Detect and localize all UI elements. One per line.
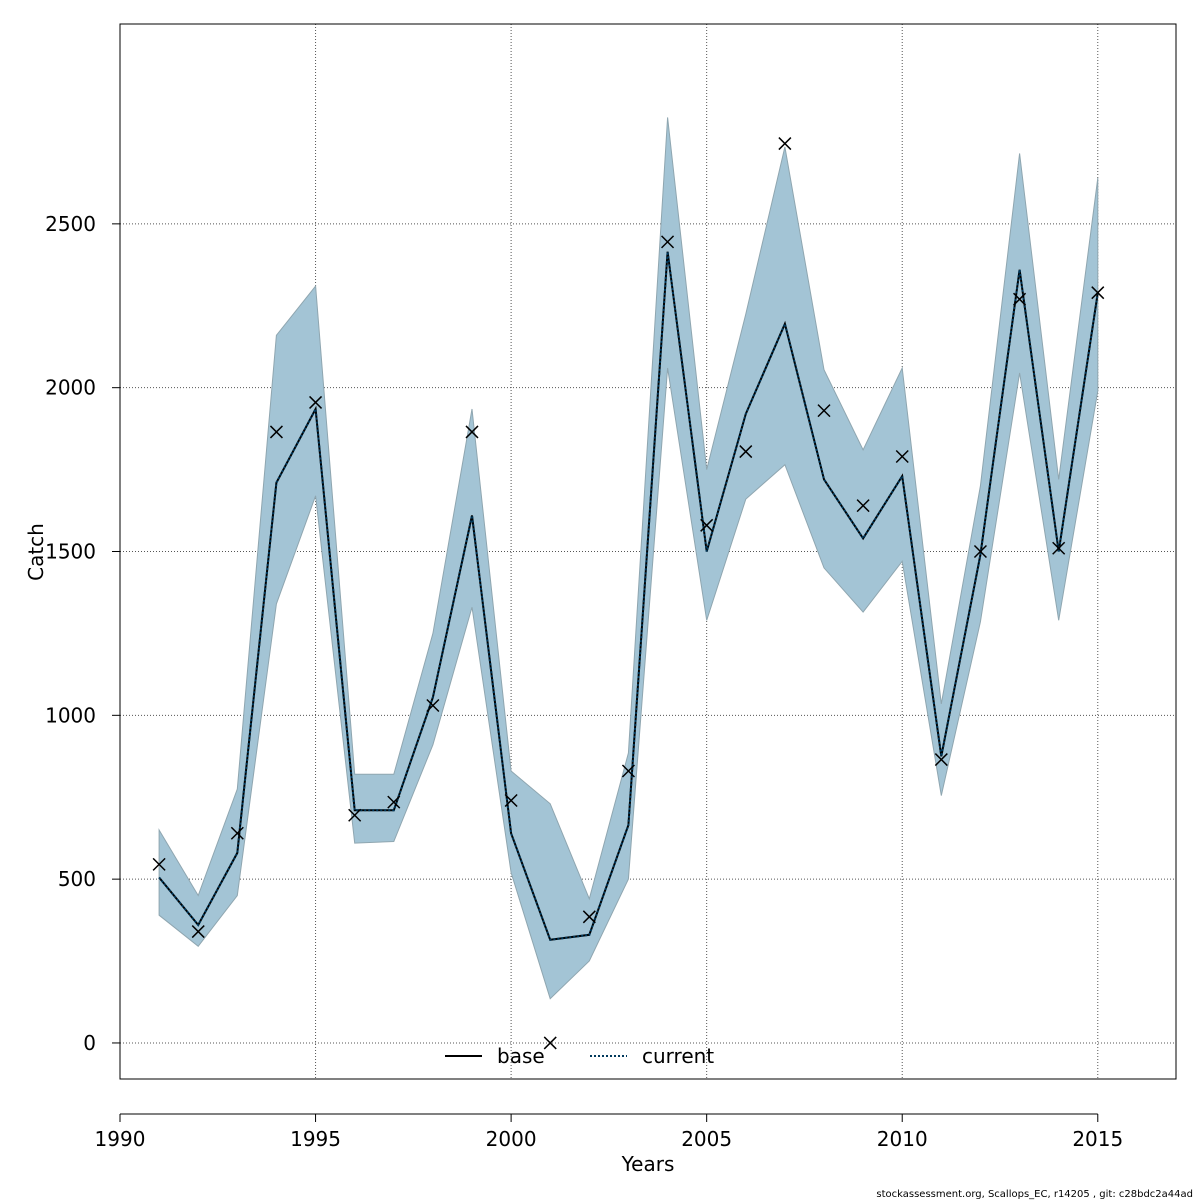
- observed-point-2000: [504, 793, 518, 808]
- observed-point-2013: [1013, 292, 1027, 306]
- x-axis: 1990 1995 2000 2005 2010 2015: [95, 1113, 1123, 1151]
- observed-point-2007: [778, 137, 792, 151]
- y-tick-label-2500: 2500: [45, 212, 96, 236]
- observed-point-2004: [661, 235, 675, 249]
- y-axis-title: Catch: [24, 523, 48, 581]
- x-tick-label-2000: 2000: [486, 1127, 537, 1151]
- observed-point-2008: [817, 404, 831, 418]
- observed-point-1994: [269, 425, 283, 439]
- observed-point-1999: [465, 425, 479, 439]
- observed-point-1991: [152, 857, 166, 871]
- legend-current-label: current: [642, 1044, 714, 1068]
- observed-point-2002: [582, 910, 596, 924]
- y-axis: 0 500 1000 1500 2000 2500: [45, 212, 120, 1055]
- x-tick-label-1990: 1990: [95, 1127, 146, 1151]
- x-tick-label-1995: 1995: [290, 1127, 341, 1151]
- observed-point-2014: [1052, 541, 1066, 555]
- confidence-band: [158, 117, 1099, 1000]
- observed-point-2010: [895, 449, 909, 464]
- series-line-current: [158, 251, 1099, 941]
- y-tick-label-500: 500: [58, 867, 96, 891]
- x-axis-title: Years: [621, 1152, 675, 1176]
- observed-point-1995: [309, 395, 323, 409]
- x-tick-label-2010: 2010: [877, 1127, 928, 1151]
- observed-point-1997: [387, 795, 401, 809]
- y-tick-label-2000: 2000: [45, 376, 96, 400]
- observed-markers: [152, 137, 1105, 1050]
- observed-point-2011: [934, 753, 948, 767]
- observed-point-2012: [973, 544, 987, 559]
- observed-point-1996: [348, 808, 362, 822]
- observed-point-1993: [230, 826, 244, 840]
- observed-point-1992: [191, 925, 205, 939]
- observed-point-2003: [621, 764, 635, 778]
- observed-point-2001: [543, 1036, 557, 1050]
- observed-point-2009: [856, 499, 870, 513]
- observed-point-2015: [1091, 286, 1105, 300]
- observed-point-2005: [700, 518, 714, 532]
- legend: base current: [445, 1044, 714, 1068]
- y-tick-label-0: 0: [83, 1031, 96, 1055]
- y-tick-label-1000: 1000: [45, 703, 96, 727]
- y-tick-label-1500: 1500: [45, 540, 96, 564]
- series-lines: [158, 251, 1099, 941]
- legend-base-label: base: [497, 1044, 545, 1068]
- x-tick-label-2015: 2015: [1072, 1127, 1123, 1151]
- observed-point-1998: [426, 698, 440, 713]
- x-tick-label-2005: 2005: [681, 1127, 732, 1151]
- footer-note: stockassessment.org, Scallops_EC, r14205…: [876, 1189, 1193, 1200]
- observed-point-2006: [739, 445, 753, 459]
